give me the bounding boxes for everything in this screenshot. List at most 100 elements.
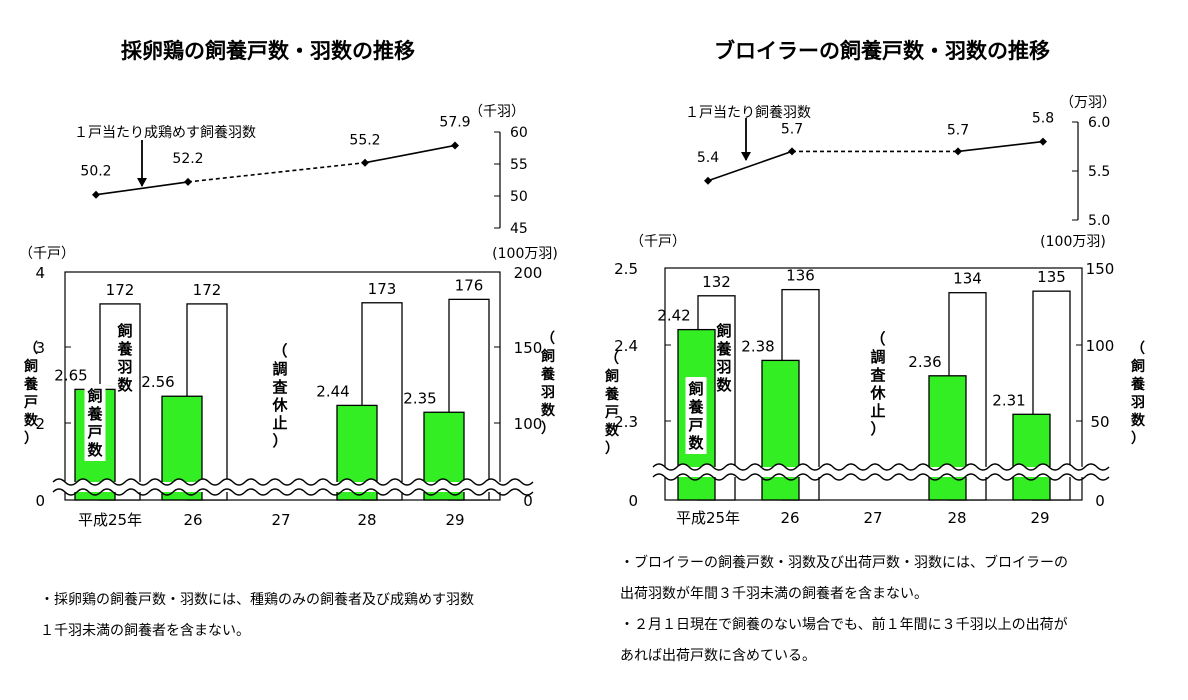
per-farm-line-segment [957, 140, 1044, 153]
footnote-line: 出荷羽数が年間３千羽未満の飼養者を含まない。 [620, 586, 928, 602]
per-farm-tick-label: 55 [510, 157, 528, 173]
per-farm-line-chart: 45 50 55 60 （千羽） １戸当たり成鶏めす飼養羽数 50.2 52.2 55.2 57.… [74, 104, 528, 237]
bar-farms-value-label: 2.44 [316, 382, 349, 400]
right-axis-unit: (100万羽) [1040, 234, 1106, 250]
right-axis-title-char: ） [541, 421, 555, 437]
survey-paused-label-char: （ [870, 330, 885, 348]
right-axis-tick-label: 150 [514, 339, 543, 357]
left-axis-title: （飼養戸数 ） [23, 341, 39, 447]
survey-paused-label-char: （ [272, 342, 287, 360]
per-farm-value-label: 50.2 [80, 164, 111, 180]
bar-birds [1032, 290, 1071, 501]
left-axis-tick-label: 4 [35, 264, 45, 282]
left-axis-tick-label: 2 [35, 415, 45, 433]
bar-birds-value-label: 136 [786, 267, 815, 285]
charts-canvas: 採卵鶏の飼養戸数・羽数の推移 45 50 55 60 （千羽） １戸当たり成鶏めす飼養羽数 5… [19, 39, 1146, 529]
right-axis-tick-label: 100 [514, 415, 543, 433]
left-axis-title-char: 飼 [23, 358, 38, 375]
survey-paused-label-char: 査 [272, 378, 288, 396]
right-axis-title-char: （ [541, 331, 555, 347]
right-axis-title-char: 数 [1131, 412, 1146, 429]
left-axis-title-char: ） [605, 441, 619, 457]
bar-birds-value-label: 173 [368, 280, 397, 298]
x-tick-label: 28 [947, 509, 966, 527]
per-farm-series-label: １戸当たり飼養羽数 [685, 104, 811, 121]
farms-bar-legend-label-char: 養 [687, 398, 704, 416]
chart-broiler: ブロイラーの飼養戸数・羽数の推移5.05.56.0（万羽）１戸当たり飼養羽数5.… [604, 39, 1146, 527]
birds-bar-legend-label-char: 飼 [116, 322, 132, 340]
x-tick-label: 29 [445, 511, 464, 529]
left-axis-title-char: 戸 [605, 405, 619, 421]
farms-bar-legend-label-box [685, 377, 707, 454]
bar-birds-value-label: 132 [702, 273, 731, 291]
birds-bar-legend-label-char: 数 [716, 376, 732, 394]
right-axis-tick-label: 200 [514, 264, 543, 282]
footnote-line: ・２月１日現在で飼養のない場合でも、前１年間に３千羽以上の出荷が [620, 617, 1068, 633]
x-tick-label: 29 [1030, 509, 1049, 527]
axis-break-line [652, 473, 1110, 481]
per-farm-series-label: １戸当たり成鶏めす飼養羽数 [74, 124, 256, 141]
x-tick-label: 平成25年 [78, 511, 142, 529]
birds-bar-legend-label-char: 飼 [715, 322, 731, 340]
right-axis-title-char: 羽 [541, 385, 555, 401]
bar-farms-value-label: 2.65 [54, 366, 87, 384]
per-farm-point [704, 176, 712, 185]
farms-bar-legend-label: 飼養戸数 [685, 377, 707, 454]
chart-title: 採卵鶏の飼養戸数・羽数の推移 [121, 39, 415, 63]
birds-bar-legend-label-char: 数 [117, 376, 133, 394]
per-farm-value-label: 5.8 [1032, 111, 1054, 127]
left-axis-title-char: 養 [23, 376, 38, 393]
bar-birds-value-label: 134 [953, 270, 982, 288]
right-axis-title: （飼養羽数 ） [540, 331, 556, 437]
birds-bar-legend-label-char: 羽 [716, 358, 731, 376]
right-axis-title-char: 羽 [1131, 395, 1145, 411]
x-tick-label: 平成25年 [676, 509, 740, 527]
per-farm-point [361, 158, 369, 167]
right-axis-title: （飼養羽数 ） [1130, 341, 1146, 447]
per-farm-point [451, 141, 459, 150]
survey-paused-label-char: 調 [272, 360, 287, 378]
bar-birds-value-label: 172 [106, 281, 135, 299]
right-axis-tick-label: 50 [1090, 413, 1109, 431]
x-tick-label: 27 [863, 509, 882, 527]
left-axis-tick-label: 0 [628, 492, 638, 510]
axis-break-line [652, 463, 1110, 471]
survey-paused-label-char: 休 [869, 384, 886, 402]
per-farm-point [184, 177, 192, 186]
left-axis-title-char: 数 [24, 412, 39, 429]
per-farm-point [1039, 137, 1047, 146]
per-farm-value-label: 57.9 [439, 114, 470, 130]
chart-layer: 採卵鶏の飼養戸数・羽数の推移 45 50 55 60 （千羽） １戸当たり成鶏めす飼養羽数 5… [19, 39, 558, 529]
x-tick-label: 27 [271, 511, 290, 529]
x-tick-label: 28 [357, 511, 376, 529]
per-farm-value-label: 55.2 [349, 133, 380, 149]
per-farm-unit: （千羽） [469, 104, 525, 120]
per-farm-tick-label: 5.0 [1088, 213, 1110, 229]
bar-farms-value-label: 2.35 [403, 389, 436, 407]
right-axis-title-char: 養 [1130, 376, 1145, 393]
birds-bar-legend-label: 飼養羽数 [116, 322, 133, 394]
chart-title: ブロイラーの飼養戸数・羽数の推移 [714, 39, 1050, 63]
birds-bar-legend-label: 飼養羽数 [715, 322, 732, 394]
axis-break-fill [53, 482, 512, 492]
per-farm-line-segment [95, 181, 189, 196]
survey-paused-label-char: ） [272, 432, 287, 450]
right-axis-title-char: 飼 [1130, 358, 1145, 375]
per-farm-line-chart: 5.0 5.5 6.0 （万羽） １戸当たり飼養羽数 5.4 5.7 5.7 5.8 [685, 95, 1116, 229]
footnote-line: ・ブロイラーの飼養戸数・羽数及び出荷戸数・羽数には、ブロイラーの [620, 555, 1068, 571]
survey-paused-label-char: 調 [870, 348, 885, 366]
survey-paused-label-char: 止 [870, 402, 885, 420]
bar-farms-value-label: 2.36 [908, 353, 941, 371]
per-farm-value-label: 5.7 [947, 122, 969, 138]
survey-paused-label-char: 休 [271, 396, 288, 414]
right-axis-tick-label: 100 [1086, 337, 1115, 355]
per-farm-point [954, 147, 962, 156]
left-axis-tick-label: 2.3 [614, 413, 638, 431]
birds-bar-legend-label-char: 養 [116, 340, 133, 358]
per-farm-unit: （万羽） [1060, 95, 1116, 111]
farms-bar-legend-label-char: 飼 [687, 380, 703, 398]
survey-paused-label-char: 査 [870, 366, 886, 384]
